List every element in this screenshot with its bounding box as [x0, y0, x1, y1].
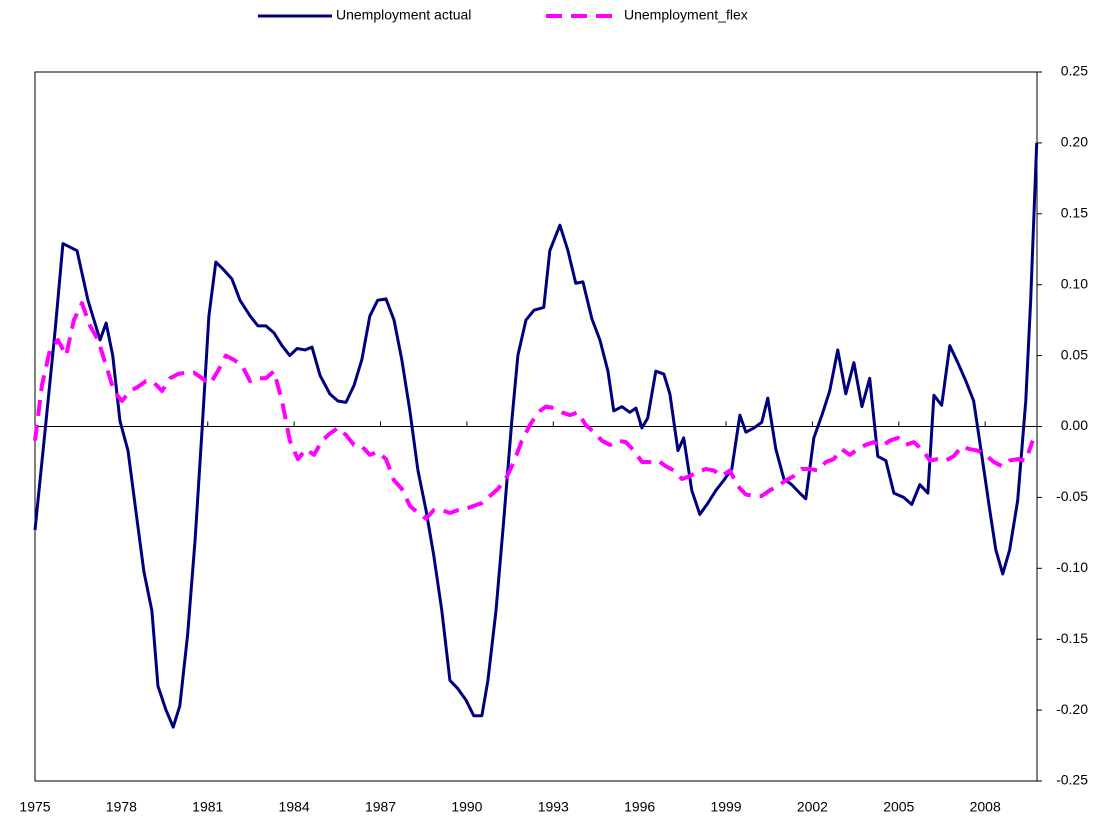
- y-tick-label: -0.20: [1056, 701, 1088, 717]
- x-tick-label: 1978: [106, 799, 137, 815]
- series-line: [33, 142, 1039, 729]
- x-tick-label: 2008: [970, 799, 1001, 815]
- y-tick-label: -0.25: [1056, 772, 1088, 788]
- y-tick-label: 0.10: [1061, 275, 1088, 291]
- x-tick-label: 2005: [883, 799, 914, 815]
- x-tick-label: 1990: [451, 799, 482, 815]
- series-line: [33, 301, 1035, 521]
- x-tick-label: 1981: [192, 799, 223, 815]
- x-tick-label: 1987: [365, 799, 396, 815]
- x-tick-label: 2002: [797, 799, 828, 815]
- x-tick-label: 1984: [279, 799, 310, 815]
- legend-label: Unemployment_flex: [624, 7, 748, 23]
- legend-label: Unemployment actual: [336, 7, 471, 23]
- x-tick-label: 1993: [538, 799, 569, 815]
- x-tick-label: 1996: [624, 799, 655, 815]
- y-tick-label: 0.20: [1061, 134, 1088, 150]
- legend: Unemployment actual Unemployment_flex: [258, 7, 748, 23]
- y-tick-label: 0.15: [1061, 205, 1088, 221]
- x-tick-label: 1975: [19, 799, 50, 815]
- y-tick-label: 0.05: [1061, 346, 1088, 362]
- y-tick-label: -0.15: [1056, 630, 1088, 646]
- y-tick-label: -0.05: [1056, 488, 1088, 504]
- y-tick-label: 0.25: [1061, 63, 1088, 79]
- y-tick-label: -0.10: [1056, 559, 1088, 575]
- x-tick-label: 1999: [710, 799, 741, 815]
- y-tick-label: 0.00: [1061, 417, 1088, 433]
